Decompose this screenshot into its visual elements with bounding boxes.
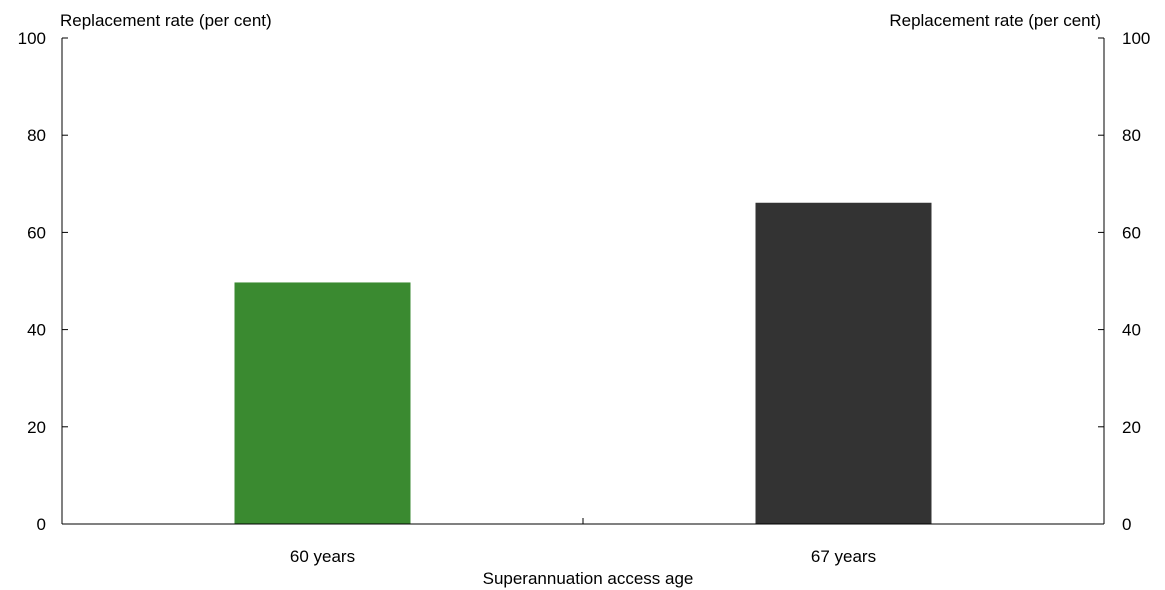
x-tick-label: 67 years bbox=[811, 547, 876, 566]
right-y-tick-label: 60 bbox=[1122, 223, 1141, 242]
left-y-tick-label: 100 bbox=[18, 29, 46, 48]
right-y-tick-label: 20 bbox=[1122, 418, 1141, 437]
right-y-axis: 0 20 40 60 80 100 bbox=[1098, 29, 1150, 534]
right-y-tick-label: 80 bbox=[1122, 126, 1141, 145]
right-y-tick-label: 0 bbox=[1122, 515, 1131, 534]
x-axis-title: Superannuation access age bbox=[483, 569, 694, 588]
left-y-tick-label: 0 bbox=[37, 515, 46, 534]
left-y-tick-label: 20 bbox=[27, 418, 46, 437]
left-axis-title: Replacement rate (per cent) bbox=[60, 11, 272, 30]
right-axis-title: Replacement rate (per cent) bbox=[889, 11, 1101, 30]
x-axis: 60 years 67 years bbox=[62, 518, 1104, 566]
bar-67-years bbox=[755, 202, 932, 524]
left-y-tick-label: 40 bbox=[27, 321, 46, 340]
left-y-tick-label: 60 bbox=[27, 223, 46, 242]
bar-60-years bbox=[234, 282, 411, 524]
left-y-axis: 0 20 40 60 80 100 bbox=[18, 29, 68, 534]
right-y-tick-label: 100 bbox=[1122, 29, 1150, 48]
left-y-tick-label: 80 bbox=[27, 126, 46, 145]
x-tick-label: 60 years bbox=[290, 547, 355, 566]
bar-series bbox=[234, 202, 932, 524]
right-y-tick-label: 40 bbox=[1122, 321, 1141, 340]
